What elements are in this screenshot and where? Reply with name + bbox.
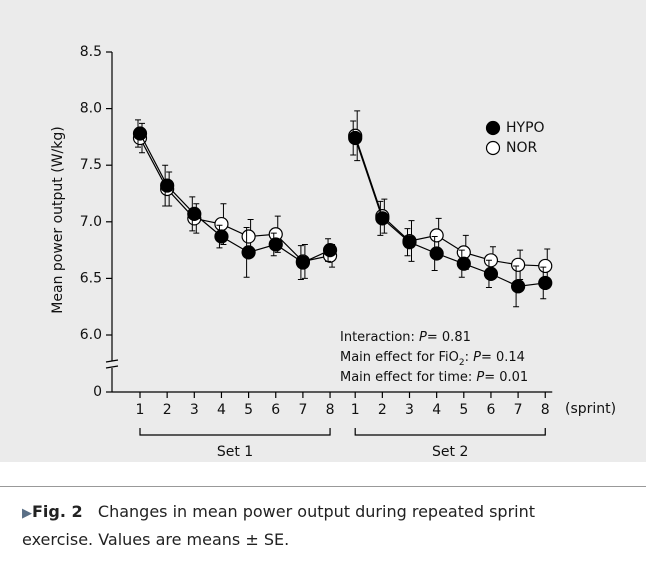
marker [187,206,202,221]
annotation-part: 2 [459,358,465,368]
marker [160,178,175,193]
axis-break [105,359,119,363]
axis-break [105,365,119,369]
annotation-part: Interaction: [340,330,419,345]
y-tick-label: 6.0 [80,327,102,343]
x-axis-label: (sprint) [565,401,616,417]
x-tick-label: 8 [541,402,550,418]
marker [510,279,526,294]
x-tick-label: 8 [326,402,335,418]
series-line [139,133,331,264]
annotation-part: P [419,330,427,345]
x-tick-label: 3 [405,402,414,418]
marker [241,229,256,244]
marker [402,235,417,250]
marker [538,275,553,291]
group-bracket [354,428,546,436]
marker [483,266,499,281]
x-tick-label: 4 [432,402,441,418]
marker [348,130,363,146]
annotation-part: Main effect for FiO [340,350,459,365]
y-tick-label: 7.0 [80,214,102,230]
legend-label: HYPO [506,120,545,136]
series-line [139,137,331,263]
marker [375,211,390,226]
y-tick-label: 7.5 [80,157,102,173]
x-tick-label: 6 [271,402,280,418]
marker [241,245,256,260]
marker [295,255,310,270]
x-tick-label: 5 [244,402,253,418]
legend-label: NOR [506,140,537,156]
marker [429,246,444,261]
marker [456,256,471,271]
y-axis-label: Mean power output (W/kg) [50,126,66,313]
annotation: Interaction: P= 0.81 [340,330,471,345]
caption-arrow: ▶ [22,506,32,521]
annotation-part: = 0.01 [484,370,528,385]
legend-marker [485,140,501,156]
x-tick-label: 7 [298,402,307,418]
caption-text: Changes in mean power output during repe… [22,502,535,549]
x-tick-label: 1 [351,402,360,418]
caption: ▶Fig. 2 Changes in mean power output dur… [0,486,646,575]
group-bracket [139,428,331,436]
caption-label: Fig. 2 [32,502,83,521]
x-tick-label: 3 [190,402,199,418]
marker [132,126,148,141]
y-tick-label: 6.5 [80,270,102,286]
legend-marker [485,120,501,136]
marker [214,216,229,232]
marker [214,229,229,244]
annotation-part: P [473,350,481,365]
marker [322,243,338,258]
annotation-part: = 0.14 [481,350,525,365]
annotation-part: Main effect for time: [340,370,476,385]
y-tick-label: 8.5 [80,44,102,60]
marker [268,237,283,252]
annotation: Main effect for FiO2: P= 0.14 [340,350,525,368]
annotation-part: : [465,350,474,365]
group-label: Set 1 [217,444,253,460]
x-tick-label: 2 [163,402,172,418]
annotation-part: P [476,370,484,385]
x-tick-label: 4 [217,402,226,418]
marker [510,257,526,272]
x-tick-label: 7 [514,402,523,418]
chart: Mean power output (W/kg) (sprint) 0 6.0 6.… [0,0,646,462]
annotation-part: = 0.81 [427,330,471,345]
y-tick-label: 0 [93,384,102,400]
annotation: Main effect for time: P= 0.01 [340,370,528,385]
group-label: Set 2 [432,444,468,460]
y-tick-label: 8.0 [80,101,102,117]
marker [538,258,553,274]
marker [429,228,444,243]
x-tick-label: 5 [459,402,468,418]
x-tick-label: 6 [486,402,495,418]
x-tick-label: 2 [378,402,387,418]
x-tick-label: 1 [136,402,145,418]
